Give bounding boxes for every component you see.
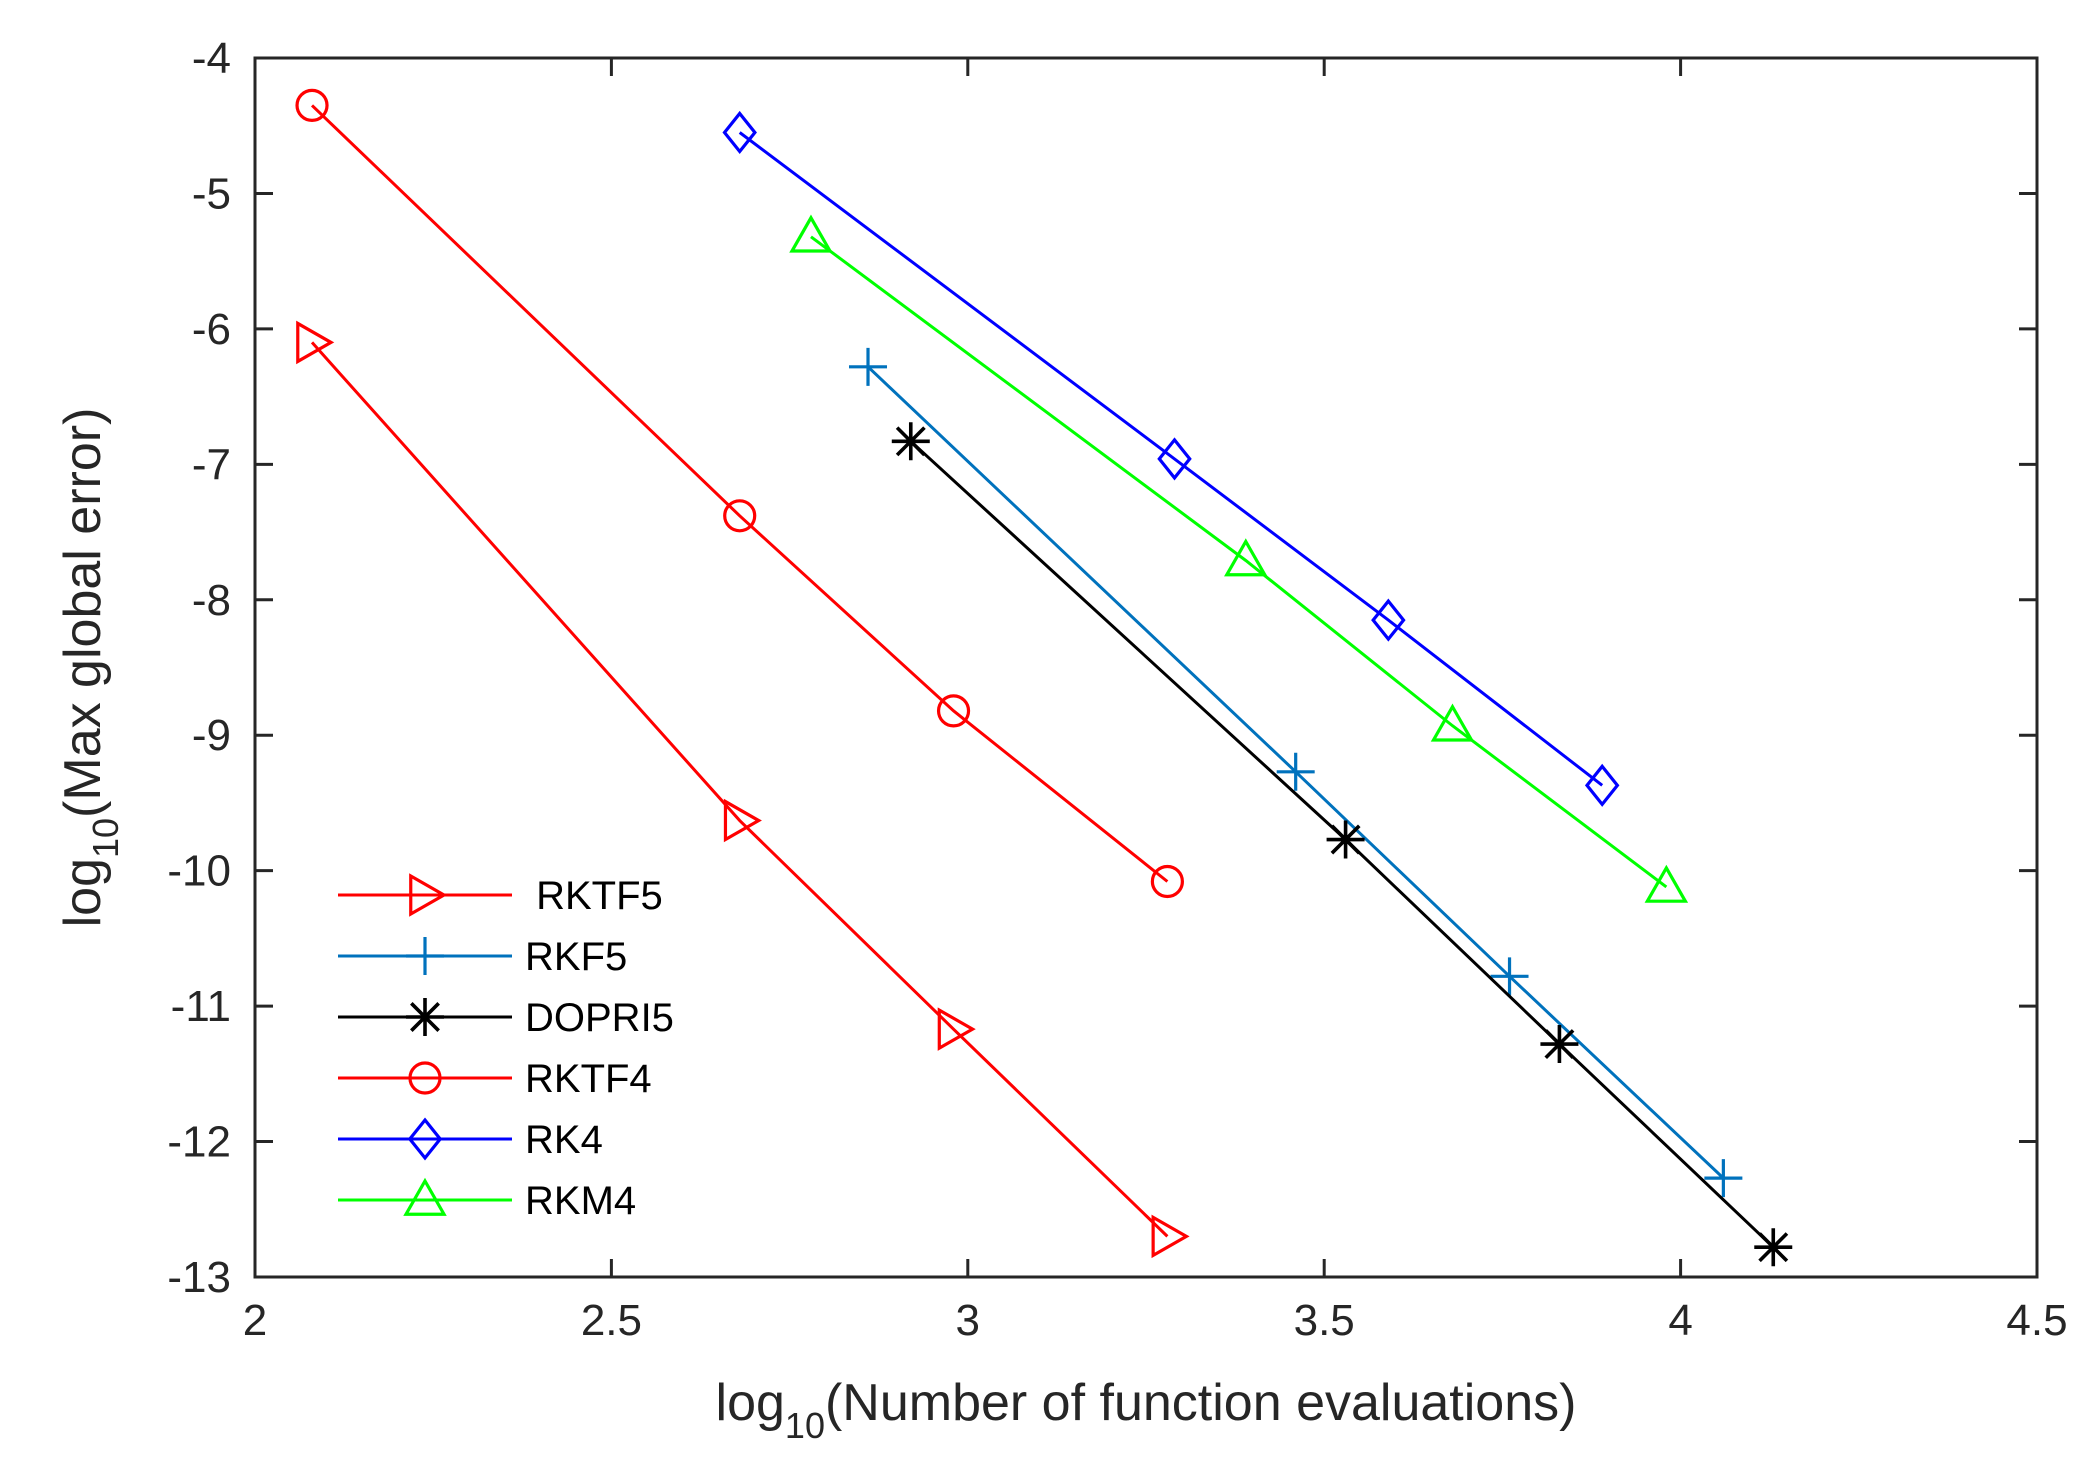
series-line	[738, 131, 1604, 787]
x-axis-title-prefix: log	[716, 1374, 785, 1432]
data-point	[891, 422, 930, 461]
y-axis-title-prefix: log	[54, 858, 112, 927]
legend-item: RK4	[338, 1117, 603, 1162]
x-tick-label: 2.5	[581, 1296, 642, 1345]
x-tick-label: 4.5	[2006, 1296, 2067, 1345]
legend-label: RKM4	[525, 1179, 636, 1223]
data-point	[1490, 957, 1529, 996]
data-point	[1326, 820, 1365, 859]
data-point	[1157, 437, 1192, 481]
y-tick-label: -12	[167, 1118, 231, 1167]
legend-label: RKTF5	[525, 874, 663, 918]
legend-label: RKTF4	[525, 1057, 652, 1101]
legend-marker	[406, 998, 444, 1036]
y-axis-title: log10(Max global error)	[54, 408, 126, 928]
x-axis-title: log10(Number of function evaluations)	[716, 1374, 1577, 1446]
plot-area	[255, 58, 2037, 1277]
data-point	[295, 88, 329, 123]
series-layer	[295, 88, 1793, 1267]
legend-item: RKF5	[338, 935, 627, 979]
y-axis-title-rest: (Max global error)	[54, 408, 112, 818]
legend-label: DOPRI5	[525, 996, 674, 1040]
data-point	[1150, 864, 1184, 899]
x-axis-title-rest: (Number of function evaluations)	[825, 1374, 1577, 1432]
series-dopri5	[891, 422, 1793, 1267]
y-tick-label: -11	[171, 982, 231, 1031]
series-rktf4	[295, 88, 1184, 899]
data-point	[1644, 864, 1689, 903]
series-rkm4	[789, 214, 1689, 903]
series-line	[909, 440, 1775, 1249]
x-tick-label: 3.5	[1294, 1296, 1355, 1345]
legend-item: RKM4	[338, 1177, 636, 1223]
data-point	[789, 214, 833, 253]
legend-label: RKF5	[525, 935, 627, 979]
data-point	[1151, 1214, 1190, 1259]
legend-item: DOPRI5	[338, 996, 674, 1040]
data-point	[937, 1007, 976, 1051]
legend-marker	[408, 1061, 442, 1095]
legend-marker	[409, 873, 448, 917]
data-point	[1704, 1159, 1743, 1198]
x-tick-label: 4	[1668, 1296, 1692, 1345]
data-point	[722, 110, 757, 155]
legend-label: RK4	[525, 1118, 603, 1162]
legend-item: RKTF5	[338, 873, 663, 918]
y-tick-label: -13	[167, 1253, 231, 1302]
data-point	[723, 499, 757, 533]
series-line	[810, 235, 1668, 889]
y-tick-label: -6	[192, 305, 231, 354]
y-tick-label: -4	[192, 34, 231, 83]
series-line	[310, 341, 1169, 1238]
y-tick-label: -8	[192, 576, 231, 625]
y-tick-label: -10	[167, 847, 231, 896]
data-point	[296, 320, 335, 365]
x-axis-title-subscript: 10	[785, 1405, 825, 1446]
series-rk4	[722, 110, 1620, 807]
series-rkf5	[849, 347, 1743, 1198]
y-tick-label: -5	[192, 169, 231, 218]
data-point	[1584, 763, 1620, 807]
x-tick-label: 3	[956, 1296, 980, 1345]
y-tick-label: -9	[192, 711, 231, 760]
x-tick-label: 2	[243, 1296, 267, 1345]
data-point	[1754, 1228, 1793, 1267]
data-point	[849, 347, 888, 386]
legend-marker	[403, 1177, 447, 1216]
tick-labels: 2 2.5 3 3.5 4 4.5 -13 -12 -11 -10 -9 -8 -7 -6 -5 -4	[167, 34, 2067, 1345]
legend-marker	[406, 937, 444, 975]
data-point	[1276, 752, 1315, 791]
series-line	[866, 365, 1725, 1180]
data-point	[1371, 598, 1406, 642]
data-point	[1224, 538, 1268, 577]
series-line	[310, 104, 1169, 883]
data-point	[723, 798, 762, 843]
legend-marker	[407, 1117, 443, 1161]
data-point	[936, 694, 971, 728]
y-axis-title-subscript: 10	[85, 818, 126, 858]
legend-item: RKTF4	[338, 1057, 652, 1101]
data-point	[1540, 1025, 1579, 1064]
data-point	[1430, 703, 1475, 742]
series-rktf5	[296, 320, 1190, 1259]
plot-frame	[253, 56, 2039, 1279]
y-tick-label: -7	[192, 440, 231, 489]
legend: RKTF5 RKF5 DOPRI5 RKTF4 RK4 RKM4	[338, 873, 674, 1223]
